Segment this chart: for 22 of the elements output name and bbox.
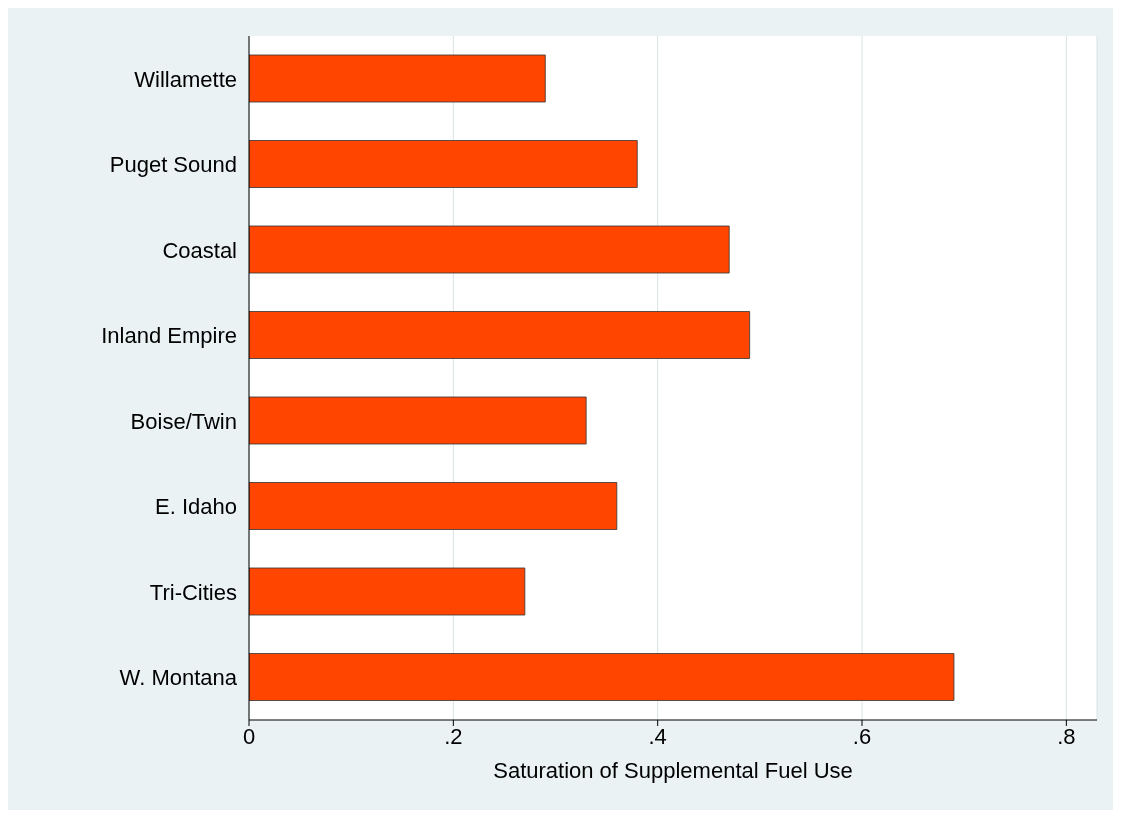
x-tick-label: .6 — [852, 723, 872, 749]
y-tick-label: Boise/Twin — [130, 408, 237, 434]
bar — [249, 140, 638, 188]
y-tick-label: E. Idaho — [155, 494, 237, 520]
bar — [249, 225, 730, 274]
y-tick-label: Puget Sound — [109, 152, 237, 178]
y-tick-label: Coastal — [162, 237, 237, 263]
x-tick-label: .4 — [648, 723, 667, 749]
y-tick-label: Willamette — [134, 66, 237, 92]
bar — [249, 567, 526, 616]
y-tick-label: W. Montana — [119, 665, 238, 691]
x-axis-title: Saturation of Supplemental Fuel Use — [493, 758, 853, 783]
bar — [249, 653, 955, 701]
y-tick-label: Inland Empire — [101, 323, 237, 349]
bar — [249, 482, 618, 530]
bar — [249, 396, 587, 445]
y-tick-label: Tri-Cities — [149, 579, 237, 605]
x-tick-label: .2 — [444, 723, 463, 749]
x-tick-label: .8 — [1057, 723, 1076, 749]
bar — [249, 311, 751, 359]
bar — [249, 54, 546, 103]
x-tick-label: 0 — [242, 723, 256, 749]
